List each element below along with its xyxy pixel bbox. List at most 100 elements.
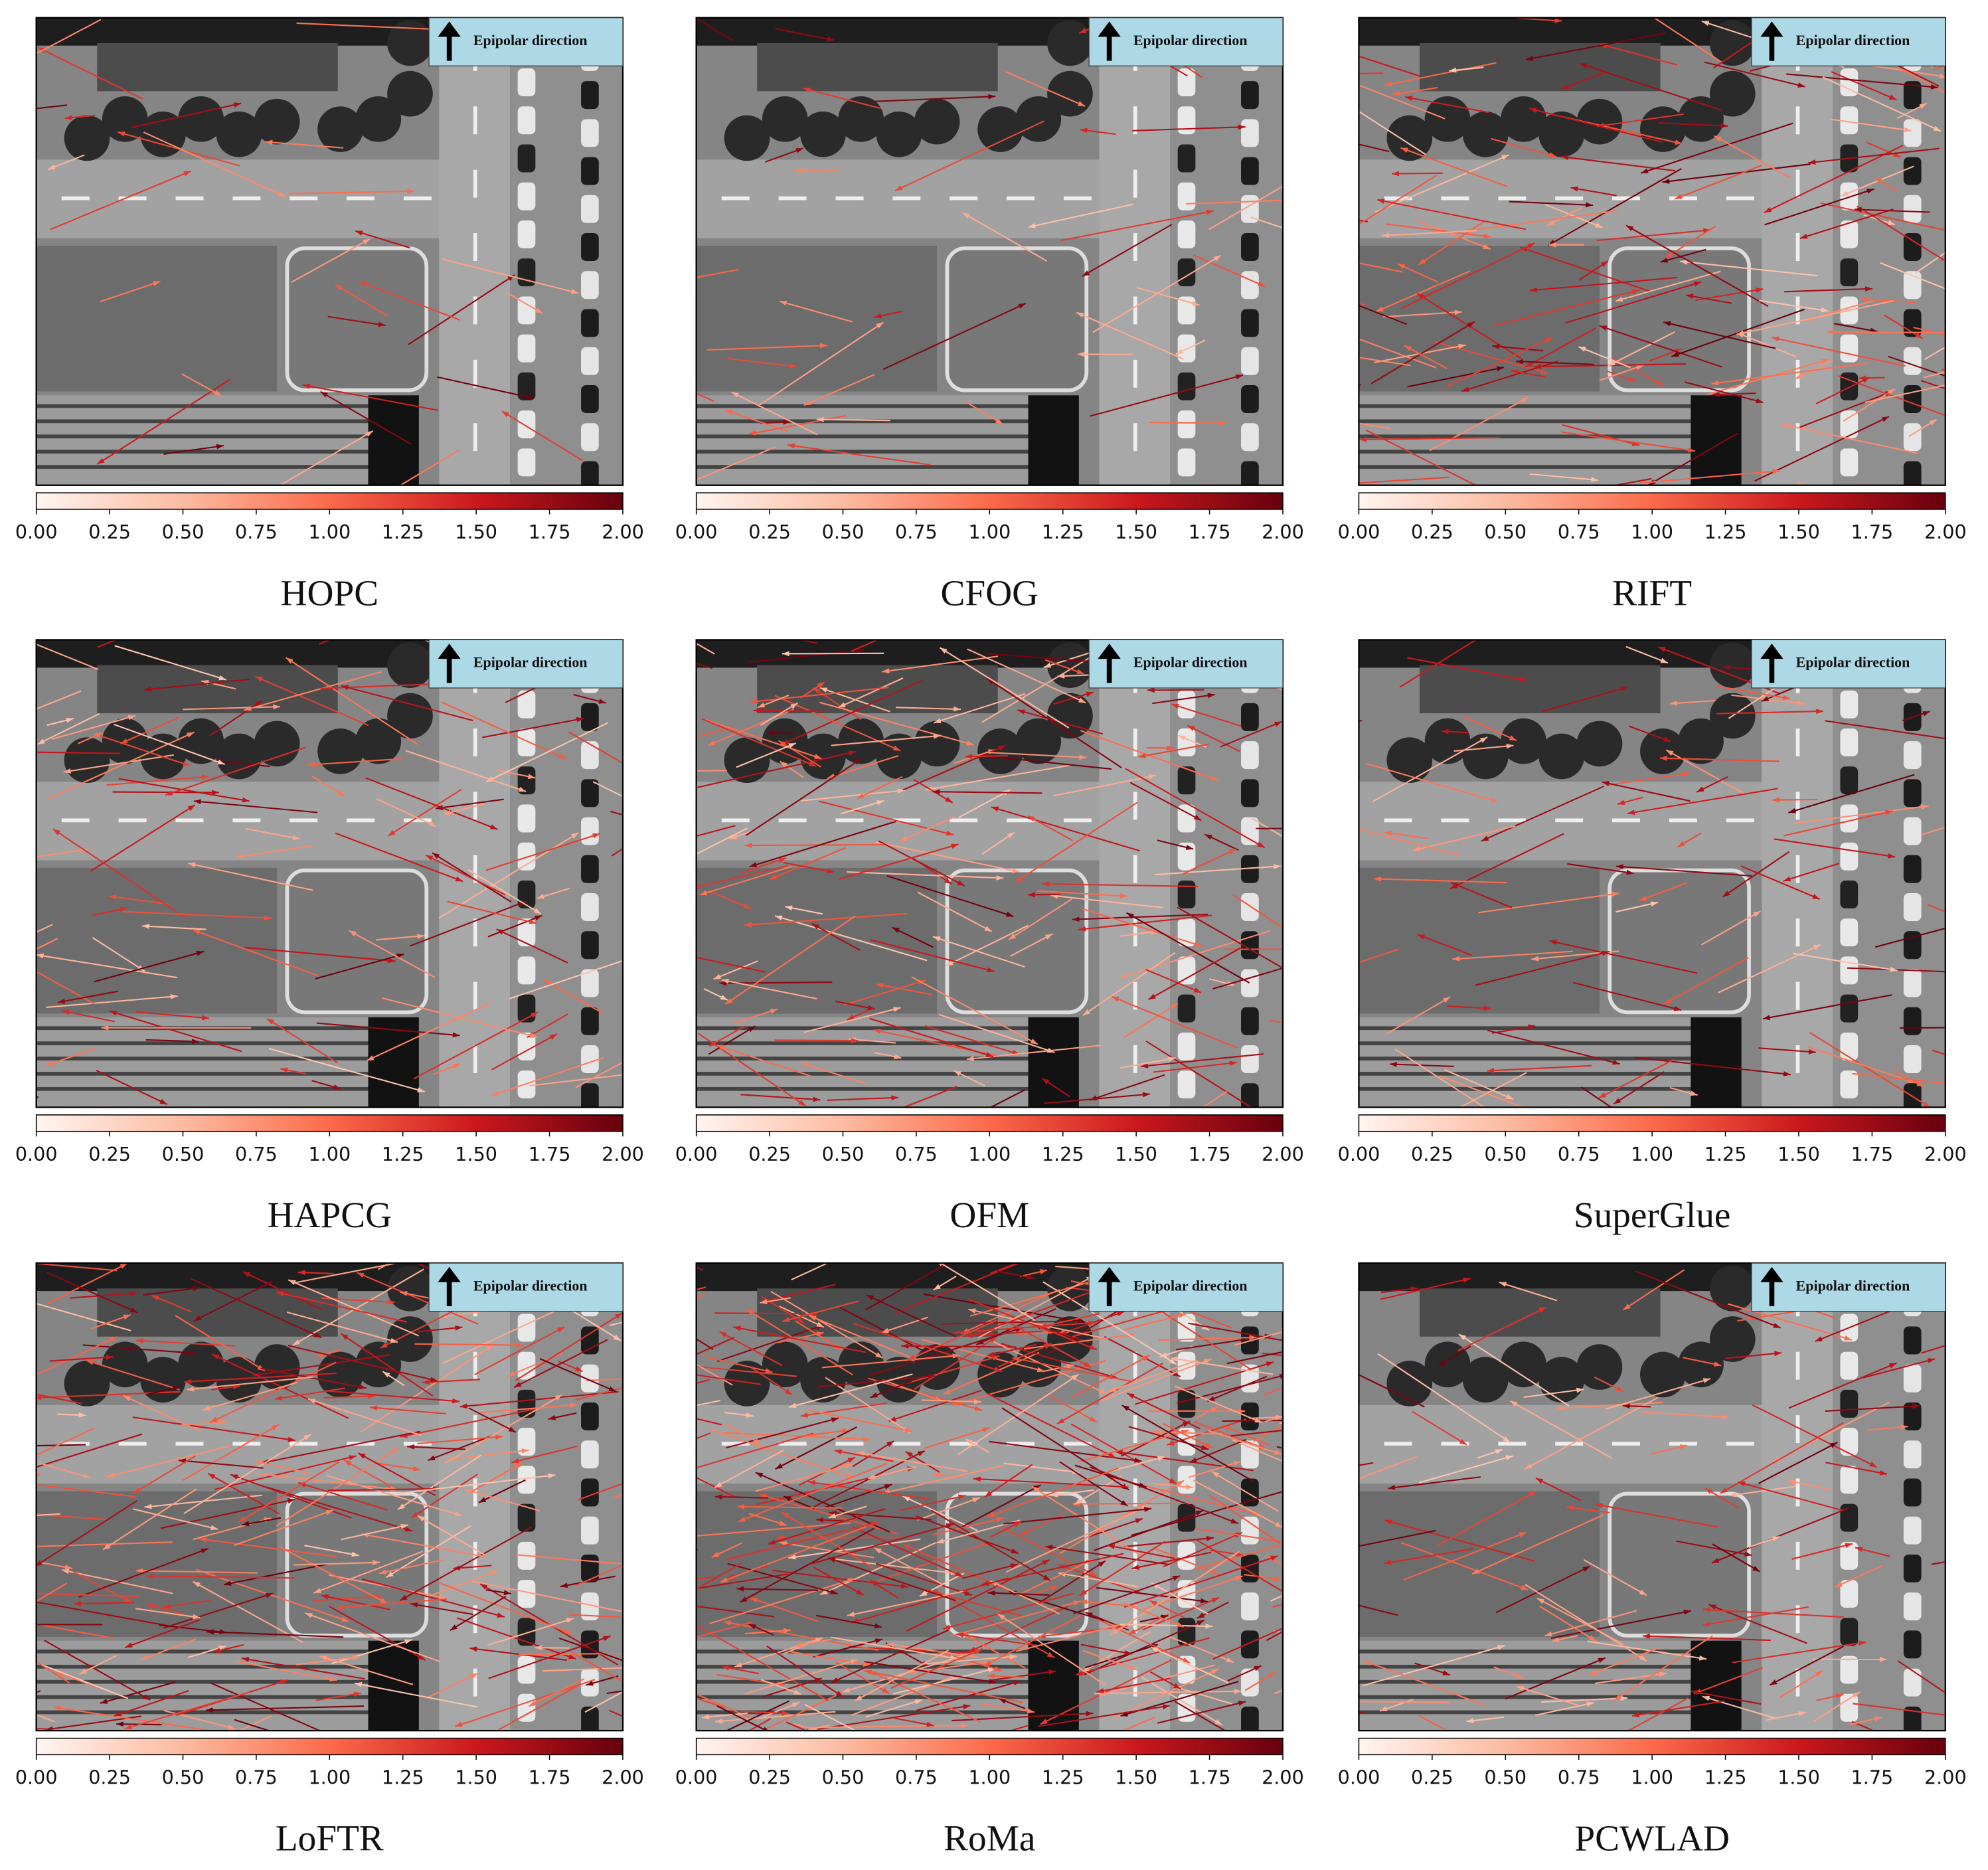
image-frame (1358, 639, 1946, 1108)
scene-lane-dash (403, 196, 432, 201)
arrow-head (320, 391, 328, 398)
scene-lane-dash (175, 818, 204, 823)
arrow-head (1138, 753, 1146, 758)
flow-arrow (1363, 1659, 1487, 1707)
arrow-head (997, 1614, 1005, 1620)
arrow-head (851, 1038, 859, 1044)
scene-tree (140, 1357, 186, 1402)
scene-lane-dash (61, 818, 90, 823)
flow-arrow (1487, 1064, 1592, 1072)
arrow-head (1205, 1623, 1213, 1629)
arrow-head (1835, 1581, 1843, 1587)
arrow-head (217, 759, 225, 765)
flow-arrow (1250, 216, 1283, 229)
flow-arrow (1416, 219, 1491, 250)
flow-arrow (987, 1592, 1050, 1596)
arrow-head (1341, 332, 1348, 337)
arrow-head (54, 1705, 62, 1711)
flow-arrow (425, 854, 506, 896)
arrow-head (143, 686, 152, 692)
flow-arrow (1762, 994, 1892, 1020)
flow-arrow (1359, 384, 1361, 386)
arrow-head (1712, 392, 1720, 397)
arrow-head (1566, 1505, 1574, 1511)
arrow-head (807, 1480, 815, 1486)
arrow-head (438, 1594, 447, 1600)
flow-arrow (1152, 1431, 1224, 1435)
arrow-head (789, 363, 797, 369)
arrow-head (1098, 1561, 1106, 1567)
arrow-head (999, 1698, 1007, 1704)
scene-car (581, 1516, 599, 1545)
arrow-head (519, 901, 527, 906)
colorbar-tick-label: 1.25 (1042, 1766, 1084, 1789)
arrow-head (1728, 1491, 1737, 1497)
flow-arrow (1020, 1558, 1094, 1595)
flow-arrow (1397, 263, 1439, 283)
arrow-head (719, 980, 727, 986)
scene-car (1241, 969, 1259, 997)
flow-arrow (865, 1699, 923, 1718)
arrow-head (1131, 1565, 1139, 1570)
scene-block (1359, 867, 1600, 1014)
flow-arrow (143, 131, 286, 198)
flow-arrow (325, 1474, 463, 1517)
arrow-head (1658, 647, 1666, 652)
arrow-head (1079, 28, 1087, 34)
arrow-head (886, 1440, 894, 1447)
flow-arrow (319, 1655, 414, 1685)
arrow-head (1021, 1529, 1029, 1535)
flow-arrow (233, 1509, 334, 1547)
arrow-head (271, 1424, 279, 1431)
arrow-head (933, 1472, 941, 1478)
flow-arrow (854, 1650, 949, 1702)
flow-arrow (851, 639, 879, 652)
flow-arrow (472, 1580, 623, 1612)
flow-arrow (1208, 185, 1283, 230)
flow-arrow (759, 1493, 898, 1535)
arrow-head (417, 934, 425, 939)
arrow-head (729, 833, 738, 839)
flow-arrow (782, 679, 922, 746)
colorbar-tick-label: 1.50 (1778, 1766, 1820, 1789)
arrow-head (124, 1596, 132, 1603)
arrow-head (847, 1578, 855, 1584)
arrow-head (1586, 202, 1593, 208)
flow-arrow (1122, 1602, 1185, 1628)
arrow-head (1078, 1318, 1086, 1324)
arrow-head (455, 876, 463, 882)
scene-stripe (36, 1041, 369, 1045)
flow-arrow (932, 791, 1042, 794)
flow-arrow (1613, 1071, 1665, 1105)
arrow-head (17, 1468, 24, 1473)
flow-arrow (696, 956, 766, 973)
scene-car (1177, 372, 1196, 400)
arrow-head (746, 1309, 754, 1316)
arrow-head (1121, 1405, 1129, 1411)
arrow-head (490, 824, 498, 830)
arrow-head (1534, 363, 1542, 369)
arrow-head (560, 1582, 568, 1588)
arrow-head (1881, 416, 1890, 422)
arrow-head (1204, 834, 1212, 840)
arrow-head (129, 1307, 138, 1313)
flow-arrow (708, 1025, 756, 1055)
flow-arrow (1096, 1677, 1171, 1693)
flow-arrow (1614, 1635, 1713, 1701)
arrow-head (452, 1063, 460, 1069)
flow-arrow (491, 1057, 605, 1096)
arrow-head (515, 1342, 523, 1348)
flow-arrow (962, 212, 1048, 262)
scene-car (1177, 182, 1196, 211)
arrow-head (1328, 1346, 1335, 1351)
arrow-head (165, 790, 173, 796)
colorbar-tick-label: 0.50 (162, 521, 205, 543)
flow-arrow (1452, 950, 1574, 960)
flow-arrow (1407, 657, 1527, 681)
scene-car (1903, 119, 1922, 147)
flow-arrow (165, 746, 306, 796)
scene-car (1840, 842, 1859, 871)
flow-arrow (697, 750, 857, 788)
arrow-head (1702, 1378, 1711, 1383)
arrow-head (787, 443, 795, 449)
